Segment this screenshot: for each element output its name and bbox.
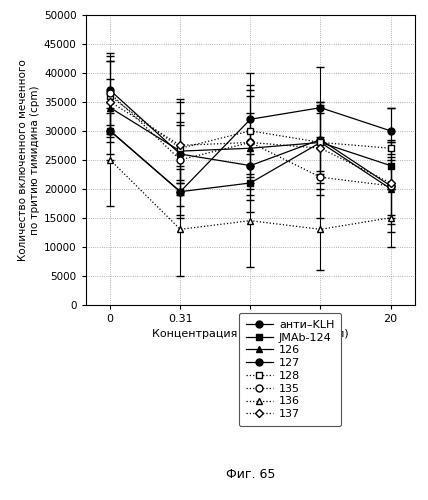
Legend: анти–KLH, JMAb-124, 126, 127, 128, 135, 136, 137: анти–KLH, JMAb-124, 126, 127, 128, 135, … — [239, 313, 341, 426]
Text: Фиг. 65: Фиг. 65 — [226, 468, 275, 481]
X-axis label: Концентрация антитела (мкг/мл): Концентрация антитела (мкг/мл) — [152, 329, 349, 339]
Y-axis label: Количество включенного меченного
по тритию тимидина (cpm): Количество включенного меченного по трит… — [18, 59, 40, 260]
